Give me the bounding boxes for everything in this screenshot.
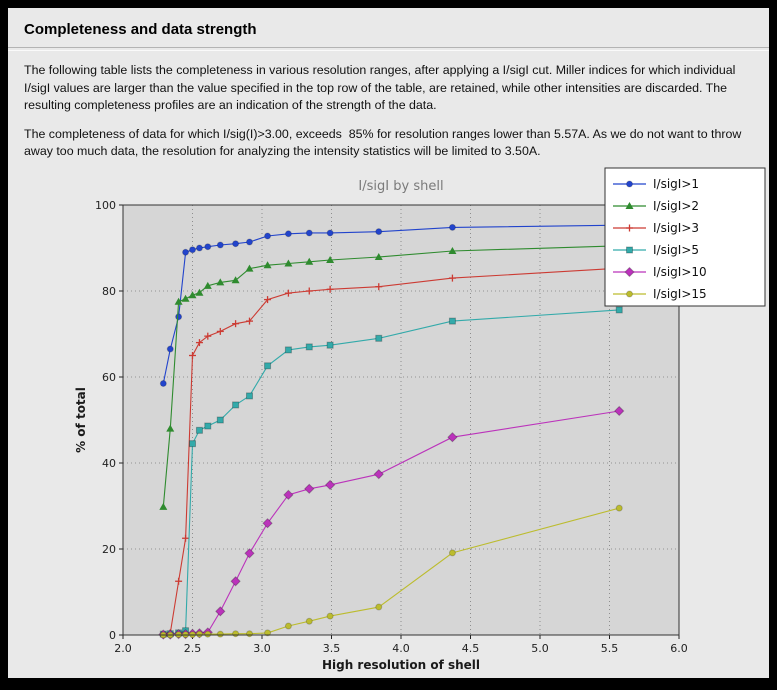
series-i-sigi-2 bbox=[159, 241, 624, 510]
y-axis-label: % of total bbox=[74, 387, 88, 453]
svg-text:40: 40 bbox=[102, 457, 116, 470]
legend-label: I/sigI>10 bbox=[653, 265, 707, 279]
legend-label: I/sigI>5 bbox=[653, 243, 699, 257]
description-paragraph: The following table lists the completene… bbox=[24, 63, 739, 113]
chart-svg: 2.0 2.5 3.0 3.5 4.0 4.5 5.0 5.5 6.0 0 20 40 60 80 100 I… bbox=[74, 167, 766, 672]
report-panel: Completeness and data strength The follo… bbox=[8, 8, 769, 678]
svg-text:3.0: 3.0 bbox=[253, 642, 271, 655]
svg-text:80: 80 bbox=[102, 285, 116, 298]
svg-text:2.0: 2.0 bbox=[114, 642, 132, 655]
svg-text:20: 20 bbox=[102, 543, 116, 556]
completeness-chart: 2.0 2.5 3.0 3.5 4.0 4.5 5.0 5.5 6.0 0 20 40 60 80 100 I… bbox=[33, 160, 769, 675]
report-header: Completeness and data strength bbox=[8, 8, 769, 38]
svg-text:6.0: 6.0 bbox=[670, 642, 688, 655]
svg-text:5.5: 5.5 bbox=[601, 642, 619, 655]
svg-text:3.5: 3.5 bbox=[323, 642, 341, 655]
page-title: Completeness and data strength bbox=[24, 21, 257, 38]
x-axis-label: High resolution of shell bbox=[322, 658, 480, 672]
svg-text:4.0: 4.0 bbox=[392, 642, 410, 655]
plot-area bbox=[123, 205, 679, 635]
svg-text:2.5: 2.5 bbox=[184, 642, 202, 655]
summary-paragraph: The completeness of data for which I/sig… bbox=[24, 126, 745, 159]
legend-label: I/sigI>2 bbox=[653, 199, 699, 213]
legend-label: I/sigI>1 bbox=[653, 177, 699, 191]
svg-text:5.0: 5.0 bbox=[531, 642, 549, 655]
svg-text:0: 0 bbox=[109, 629, 116, 642]
header-divider bbox=[8, 47, 769, 51]
svg-text:60: 60 bbox=[102, 371, 116, 384]
chart-title: I/sigI by shell bbox=[358, 179, 443, 194]
legend-label: I/sigI>15 bbox=[653, 287, 707, 301]
legend-label: I/sigI>3 bbox=[653, 221, 699, 235]
legend: I/sigI>1 I/sigI>2 I/sigI>3 I/sigI>5 I/sigI>1… bbox=[604, 167, 766, 307]
tick-labels: 2.0 2.5 3.0 3.5 4.0 4.5 5.0 5.5 6.0 0 20 40 60 80 100 bbox=[95, 199, 688, 655]
svg-text:4.5: 4.5 bbox=[462, 642, 480, 655]
tick-marks bbox=[119, 204, 680, 639]
svg-text:100: 100 bbox=[95, 199, 116, 212]
